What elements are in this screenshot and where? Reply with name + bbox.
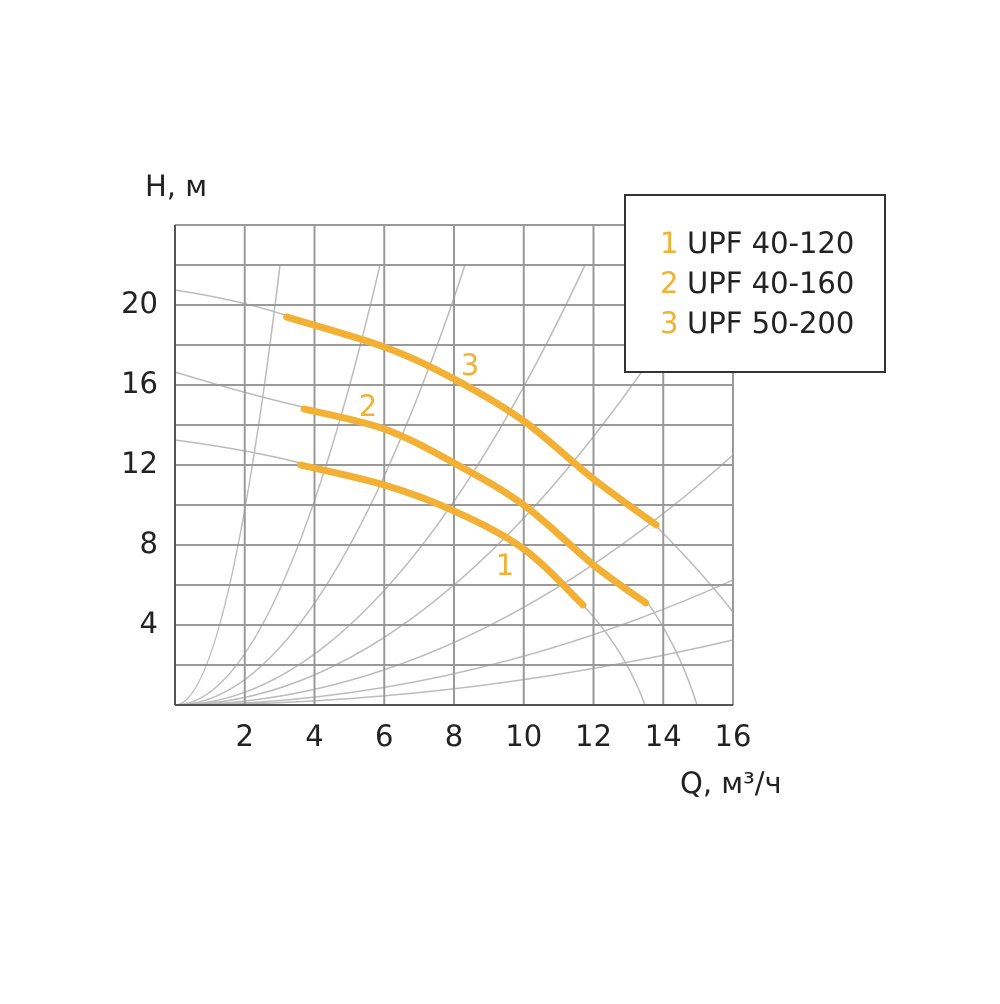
plot: 1 2 3 [283, 313, 660, 609]
y-tick-label: 8 [140, 526, 158, 560]
x-tick-label: 16 [715, 719, 752, 753]
system-curve [174, 264, 586, 706]
legend-number: 3 [660, 306, 678, 340]
legend-number: 1 [660, 226, 678, 260]
system-curve [174, 264, 281, 706]
legend-box [624, 194, 886, 373]
x-tick-label: 6 [375, 719, 393, 753]
y-axis-label: H, м [145, 169, 207, 203]
x-tick-label: 2 [236, 719, 254, 753]
legend-number: 2 [660, 266, 678, 300]
y-tick-label: 12 [121, 446, 158, 480]
curve-label: 2 [359, 389, 377, 423]
curve-label: 1 [496, 548, 514, 582]
legend-label: UPF 40-160 [687, 266, 854, 300]
x-tick-label: 4 [305, 719, 323, 753]
system-curve [174, 299, 691, 706]
legend: 1 UPF 40-120 2 UPF 40-160 3 UPF 50-200 [660, 226, 854, 340]
y-tick-label: 4 [140, 606, 158, 640]
x-tick-label: 12 [575, 719, 612, 753]
x-tick-label: 10 [505, 719, 542, 753]
legend-label: UPF 50-200 [687, 306, 854, 340]
y-tick-label: 20 [121, 286, 158, 320]
y-tick-label: 16 [121, 366, 158, 400]
legend-label: UPF 40-120 [687, 226, 854, 260]
system-curve [174, 264, 381, 706]
x-axis-label: Q, м³/ч [680, 766, 782, 800]
pump-extension [174, 289, 734, 613]
x-tick-label: 14 [645, 719, 682, 753]
system-curve [174, 264, 466, 706]
pump-extension [174, 371, 698, 706]
pump-curve [297, 461, 587, 609]
curve-label: 3 [461, 348, 479, 382]
pump-curve [283, 313, 660, 529]
pump-curve [300, 405, 650, 607]
x-tick-label: 8 [445, 719, 463, 753]
